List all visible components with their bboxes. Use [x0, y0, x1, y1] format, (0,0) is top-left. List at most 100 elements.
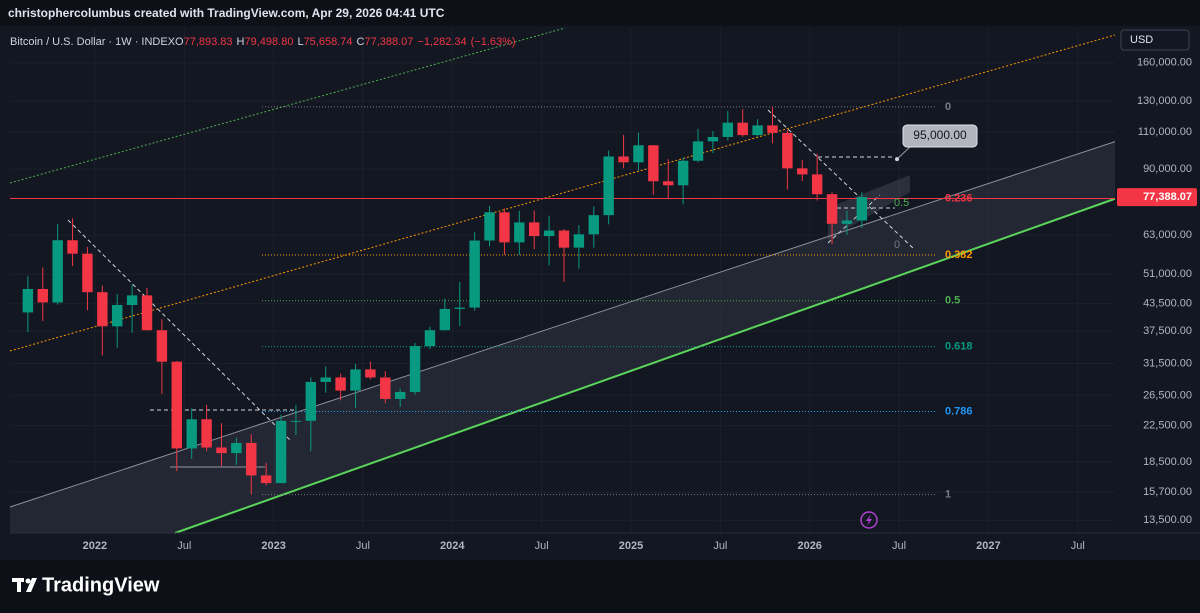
candle-body: [707, 136, 719, 142]
logo-part: [26, 578, 37, 592]
candle-body: [797, 168, 808, 175]
candle-body: [260, 475, 272, 484]
callout-point: [895, 157, 899, 162]
candle-body: [841, 220, 853, 224]
candle-body: [22, 288, 34, 313]
ohlc-value: 77,388.07: [364, 36, 413, 48]
x-tick-label: 2022: [83, 540, 107, 552]
candle-body: [439, 308, 451, 331]
candle-body: [380, 377, 391, 399]
candle-body: [394, 391, 406, 399]
candle-body: [722, 122, 734, 137]
candle-body: [737, 122, 748, 136]
fib-label: 0.618: [945, 341, 973, 353]
y-tick-label: 13,500.00: [1143, 514, 1192, 526]
candle-body: [186, 419, 197, 449]
brand: TradingView: [42, 574, 160, 596]
y-tick-label: 26,500.00: [1143, 389, 1192, 401]
change-pct: (−1.63%): [471, 36, 516, 48]
candle-body: [231, 442, 242, 454]
candle-body: [82, 253, 93, 293]
candle-body: [811, 174, 823, 195]
candle-body: [618, 156, 629, 163]
x-tick-label: Jul: [177, 540, 191, 552]
candle-body: [126, 295, 138, 305]
ohlc-value: 77,893.83: [184, 36, 233, 48]
currency: USD: [1130, 34, 1153, 46]
candle-body: [52, 240, 63, 303]
fib-label: 0.236: [945, 192, 973, 204]
ohlc-value: 79,498.80: [245, 36, 294, 48]
price-axis: [1115, 26, 1200, 560]
price-tag-label: 77,388.07: [1143, 191, 1192, 203]
x-tick-label: Jul: [535, 540, 549, 552]
y-tick-label: 130,000.00: [1137, 95, 1192, 107]
trend-green: [9, 27, 566, 184]
x-tick-label: 2025: [619, 540, 643, 552]
candle-body: [335, 377, 346, 391]
dashed-line: [827, 194, 881, 244]
alert-bolt: [866, 514, 872, 526]
candle-body: [692, 141, 704, 161]
candle-body: [112, 304, 123, 327]
y-tick-label: 15,700.00: [1143, 486, 1192, 498]
x-tick-label: Jul: [356, 540, 370, 552]
candle-body: [514, 222, 525, 243]
ohlc-key: O: [175, 36, 184, 48]
price-tag: [1117, 188, 1197, 207]
header-bar: [0, 0, 1200, 26]
candle-body: [588, 215, 599, 235]
x-tick-label: 2024: [440, 540, 465, 552]
candle-body: [484, 212, 495, 241]
candle-body: [409, 346, 421, 392]
change: −1,282.34: [417, 36, 466, 48]
x-tick-label: Jul: [1071, 540, 1085, 552]
candle-body: [141, 295, 153, 331]
ohlc-value: 75,658.74: [304, 36, 353, 48]
candle-body: [633, 145, 644, 163]
candle-body: [558, 230, 570, 248]
y-tick-label: 63,000.00: [1143, 229, 1192, 241]
channel-fill: [10, 140, 1120, 533]
candle-body: [201, 419, 212, 448]
candle-body: [156, 330, 168, 362]
ohlc-key: L: [297, 36, 303, 48]
logo-icon: [12, 578, 37, 592]
candle-body: [767, 125, 778, 133]
footer: [0, 560, 1200, 613]
dashed-line: [767, 109, 916, 251]
candle-body: [603, 156, 614, 216]
fib-label: 0.786: [945, 405, 973, 417]
currency-box: [1120, 29, 1190, 51]
candle-body: [856, 197, 868, 221]
dashed-line: [67, 219, 291, 441]
y-tick-label: 90,000.00: [1143, 163, 1192, 175]
candle-body: [663, 181, 674, 186]
candle-body: [67, 240, 78, 254]
symbol: Bitcoin / U.S. Dollar · 1W · INDEX: [10, 36, 176, 48]
candle-body: [275, 420, 287, 484]
candle-body: [499, 212, 510, 243]
candle-body: [648, 145, 659, 182]
candle-body: [350, 369, 361, 391]
logo-part: [17, 578, 21, 592]
candle-body: [826, 194, 838, 224]
callout-box: [902, 124, 978, 148]
y-tick-label: 110,000.00: [1138, 126, 1192, 138]
pattern-label: 0: [894, 239, 900, 251]
fib-label: 0.382: [945, 249, 973, 261]
x-tick-label: 2023: [261, 540, 285, 552]
y-tick-label: 22,500.00: [1143, 420, 1192, 432]
trend-orange: [9, 34, 1116, 352]
candle-body: [543, 230, 555, 237]
candle-body: [171, 361, 183, 449]
candle-body: [454, 307, 465, 309]
x-tick-label: 2026: [797, 540, 821, 552]
logo-part: [25, 578, 31, 584]
candle-body: [320, 377, 331, 382]
candle-body: [365, 369, 376, 378]
alert-icon[interactable]: [860, 511, 878, 529]
callout-label: 95,000.00: [913, 128, 967, 142]
channel-lower: [174, 196, 1121, 534]
